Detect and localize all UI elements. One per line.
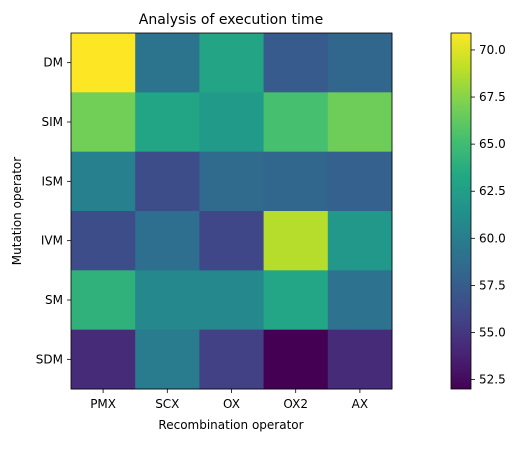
y-tick-label: ISM: [41, 174, 63, 188]
x-tick-label: OX: [223, 397, 240, 411]
heatmap-cell: [263, 92, 329, 153]
heatmap-cell: [327, 270, 393, 331]
heatmap-cell: [263, 329, 329, 390]
y-tick-label: DM: [43, 56, 63, 70]
heatmap-cell: [135, 329, 200, 390]
colorbar-tick-label: 62.5: [479, 184, 506, 198]
y-axis-label: Mutation operator: [10, 157, 24, 265]
x-axis: PMX SCX OX OX2 AX: [90, 389, 368, 411]
heatmap-cell: [199, 211, 265, 271]
heatmap-cell: [71, 329, 136, 390]
heatmap-cell: [199, 329, 265, 390]
x-axis-label: Recombination operator: [158, 418, 303, 432]
colorbar-tick-label: 57.5: [479, 278, 506, 292]
colorbar-axis: 52.5 55.0 57.5 60.0 62.5 65.0 67.5 70.0: [471, 43, 506, 387]
heatmap-cell: [71, 92, 136, 153]
heatmap-cell: [71, 151, 136, 212]
heatmap-cell: [135, 33, 200, 93]
colorbar-tick-label: 70.0: [479, 43, 506, 57]
y-tick-label: SM: [45, 293, 63, 307]
x-tick-label: PMX: [90, 397, 116, 411]
heatmap-cell: [135, 270, 200, 331]
y-tick-label: IVM: [41, 234, 63, 248]
heatmap-cell: [199, 33, 265, 93]
colorbar-tick-label: 52.5: [479, 373, 506, 387]
heatmap-cell: [263, 151, 329, 212]
heatmap-cell: [135, 151, 200, 212]
y-tick-label: SIM: [41, 115, 63, 129]
heatmap-cell: [327, 329, 393, 390]
colorbar-tick-label: 65.0: [479, 137, 506, 151]
heatmap-cell: [71, 211, 136, 271]
x-tick-label: SCX: [155, 397, 179, 411]
chart-title: Analysis of execution time: [139, 12, 323, 28]
y-tick-label: SDM: [36, 352, 63, 366]
heatmap-cell: [135, 211, 200, 271]
heatmap-cell: [199, 151, 265, 212]
heatmap-cell: [71, 33, 136, 93]
colorbar-tick-label: 67.5: [479, 90, 506, 104]
colorbar-tick-label: 55.0: [479, 325, 506, 339]
heatmap-cell: [263, 33, 329, 93]
heatmap-cells: [71, 33, 393, 390]
heatmap-cell: [327, 211, 393, 271]
heatmap-cell: [71, 270, 136, 331]
heatmap-cell: [327, 151, 393, 212]
heatmap-cell: [135, 92, 200, 153]
heatmap-cell: [327, 33, 393, 93]
heatmap-cell: [263, 211, 329, 271]
x-tick-label: OX2: [283, 397, 308, 411]
x-tick-label: AX: [352, 397, 368, 411]
heatmap-cell: [199, 270, 265, 331]
colorbar-tick-label: 60.0: [479, 231, 506, 245]
heatmap-cell: [327, 92, 393, 153]
y-axis: DM SIM ISM IVM SM SDM: [36, 56, 71, 366]
colorbar: [450, 32, 472, 390]
heatmap-cell: [199, 92, 265, 153]
heatmap-cell: [263, 270, 329, 331]
